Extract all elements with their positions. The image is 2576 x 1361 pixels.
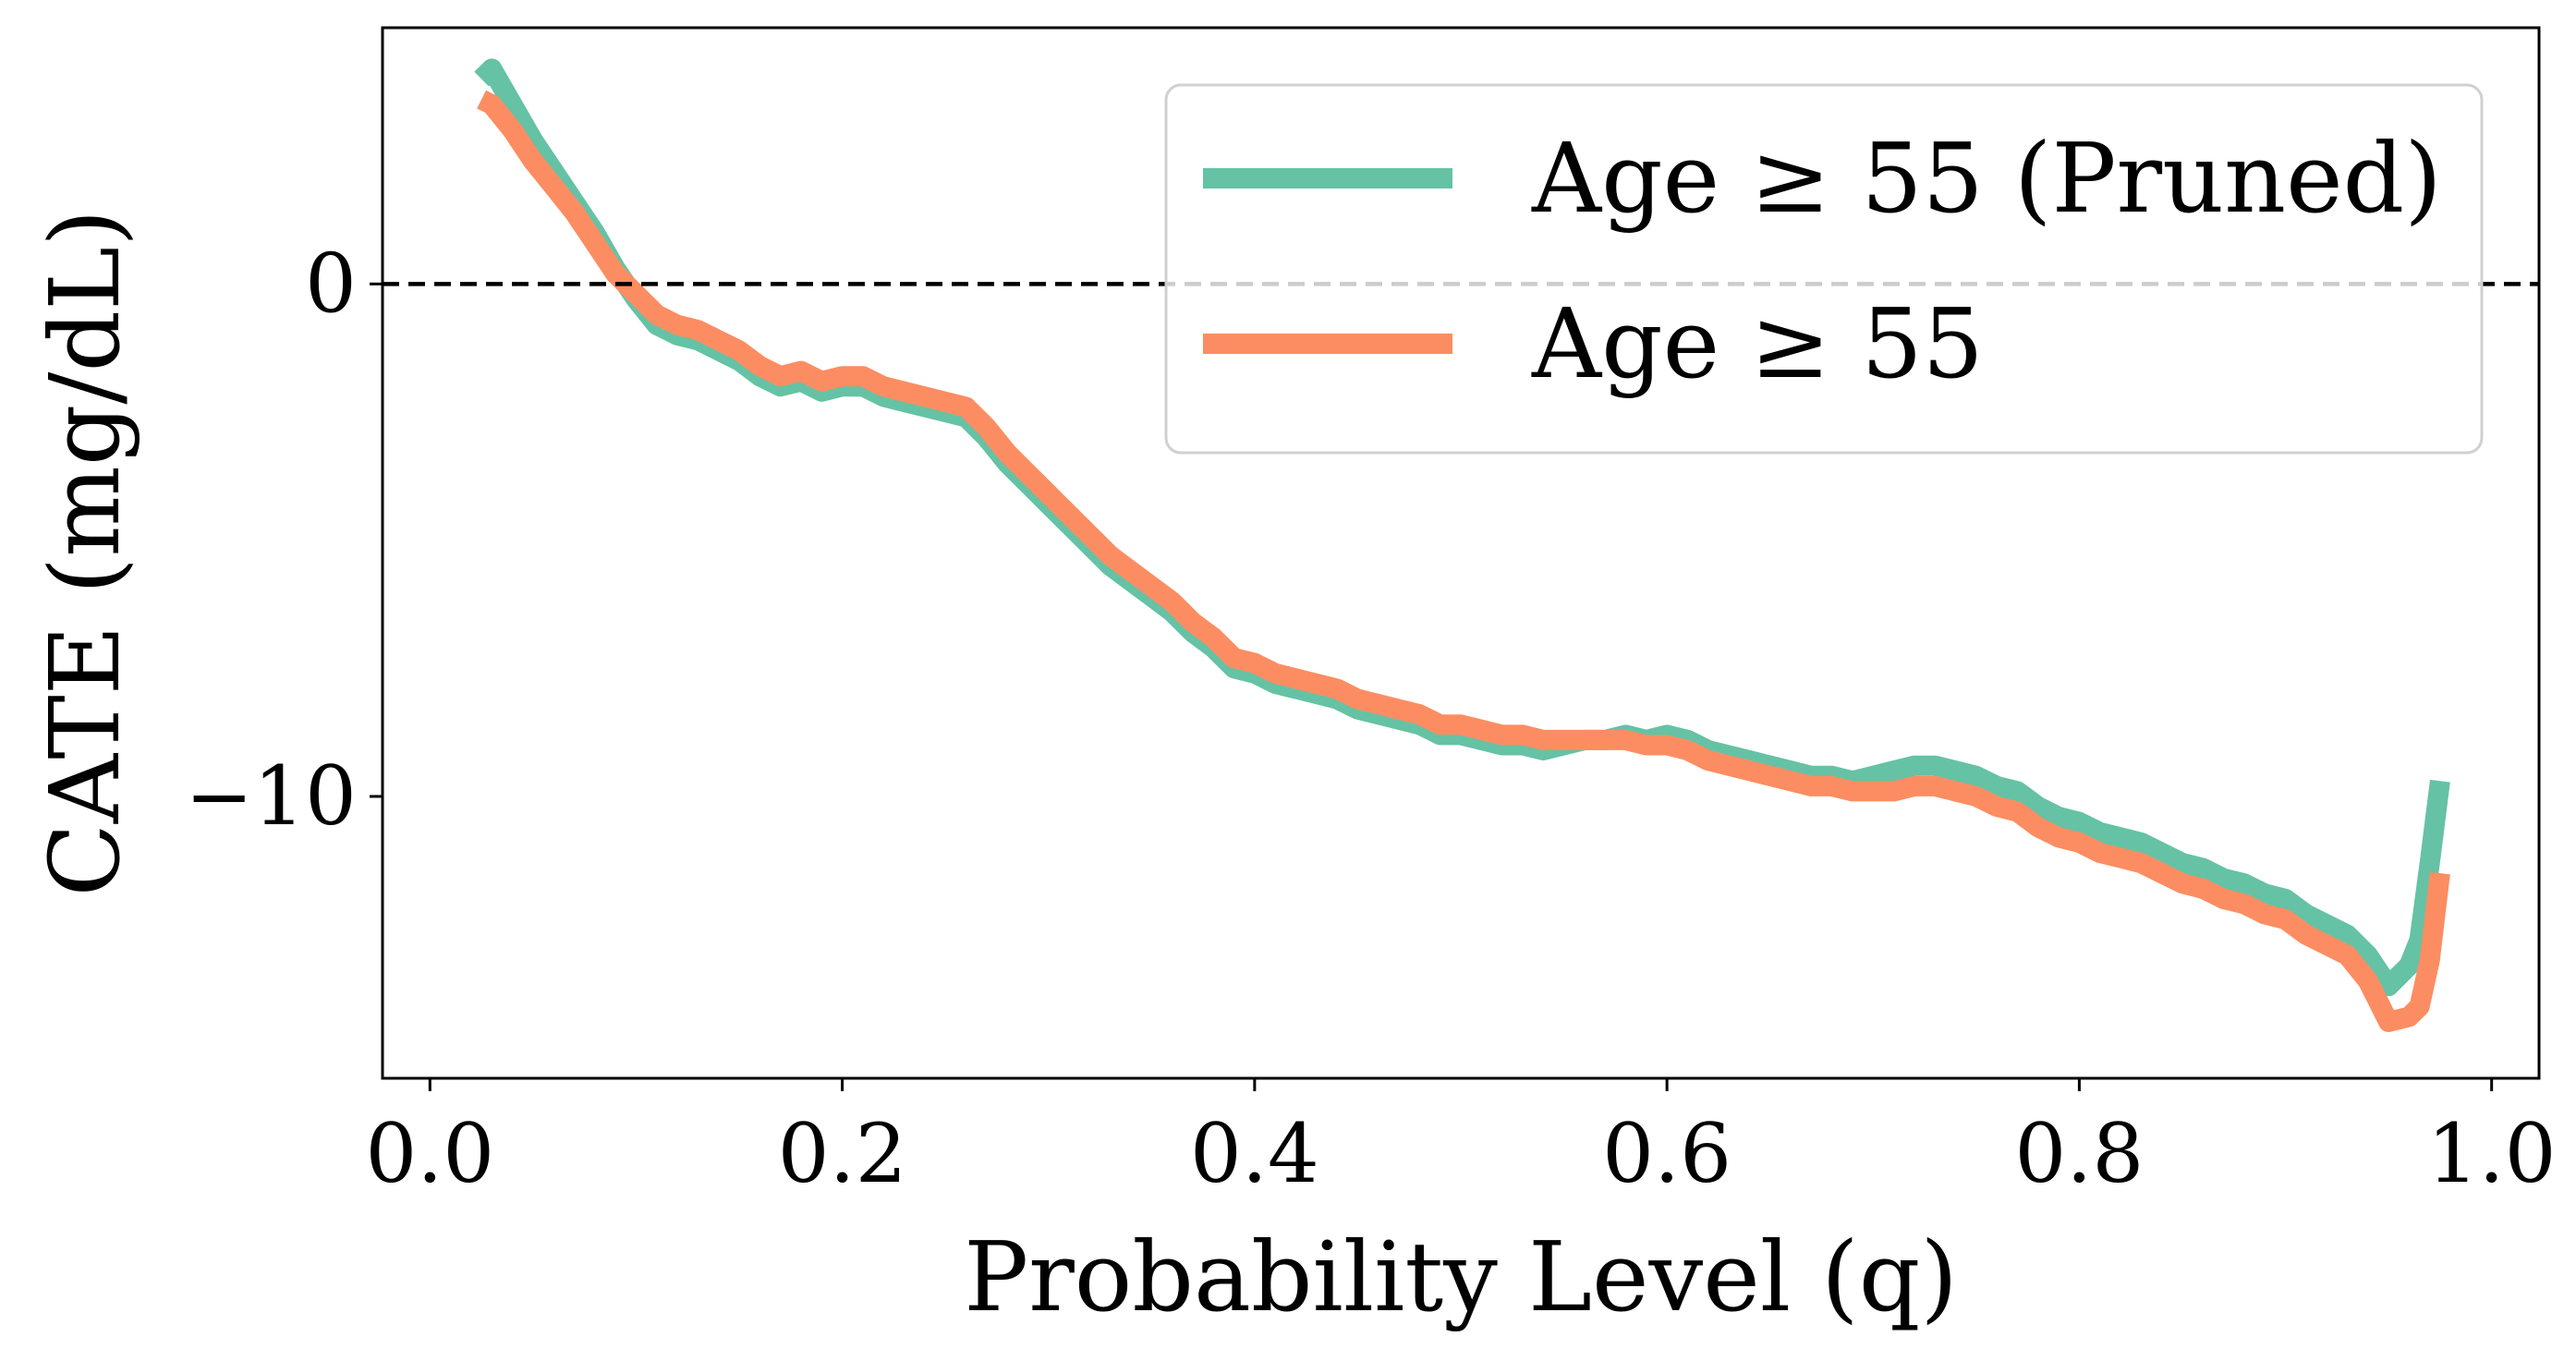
x-tick-label: 1.0 (2427, 1106, 2557, 1201)
legend: Age ≥ 55 (Pruned) Age ≥ 55 (1164, 83, 2484, 455)
x-tick-label: 0.6 (1602, 1106, 1732, 1201)
y-axis-ticks: 0 −10 (185, 236, 383, 844)
series-layer (474, 58, 2450, 1032)
series-line-age-55 (477, 90, 2450, 1032)
y-axis-label: CATE (mg/dL) (29, 209, 141, 896)
plot-area-frame (381, 26, 2541, 1080)
x-tick-label: 0.0 (365, 1106, 494, 1201)
x-tick-label: 0.2 (778, 1106, 907, 1201)
x-tick-label: 0.4 (1190, 1106, 1319, 1201)
x-axis-label: Probability Level (q) (964, 1221, 1958, 1333)
y-tick-label: −10 (185, 748, 357, 844)
x-tick-label: 0.8 (2014, 1106, 2144, 1201)
legend-label-age-55: Age ≥ 55 (1531, 287, 1984, 400)
y-tick-label: 0 (305, 236, 357, 331)
legend-box (1164, 83, 2484, 455)
x-axis-ticks: 0.0 0.2 0.4 0.6 0.8 1.0 (365, 1078, 2557, 1201)
legend-label-pruned: Age ≥ 55 (Pruned) (1531, 122, 2442, 235)
